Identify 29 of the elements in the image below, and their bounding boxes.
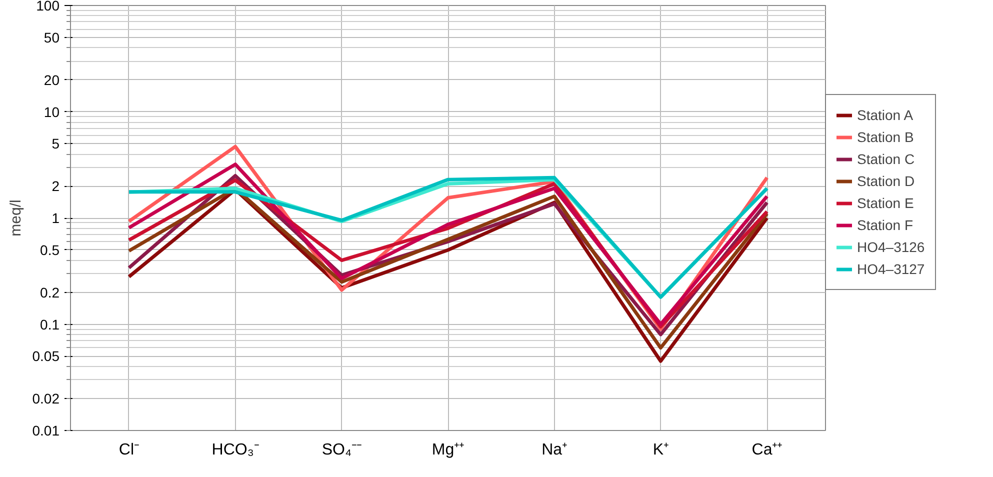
y-tick-label: 0.02 — [32, 390, 60, 407]
x-tick-label: HCO₃⁻ — [212, 442, 259, 458]
legend-label: HO4–3127 — [857, 261, 925, 277]
legend-label: Station D — [857, 173, 915, 189]
y-tick-label: 0.1 — [40, 316, 60, 332]
x-tick-label: Ca⁺⁺ — [752, 442, 782, 458]
legend-label: Station C — [857, 151, 915, 167]
y-tick-label: 10 — [44, 104, 60, 120]
y-tick-label: 50 — [44, 29, 60, 46]
y-tick-label: 0.2 — [40, 284, 60, 300]
y-tick-label: 2 — [52, 178, 60, 194]
y-tick-label: 0.05 — [32, 348, 60, 364]
x-tick-label: K⁺ — [652, 442, 669, 458]
y-axis-title: meq/l — [7, 200, 24, 236]
x-tick-label: Na⁺ — [542, 442, 568, 458]
legend-label: Station B — [857, 129, 914, 145]
y-tick-label: 0.01 — [32, 422, 60, 438]
y-tick-label: 1 — [52, 210, 60, 226]
y-tick-label: 100 — [36, 0, 60, 14]
y-tick-label: 5 — [52, 136, 60, 152]
y-tick-label: 20 — [44, 72, 60, 88]
legend-label: Station A — [857, 107, 914, 123]
x-tick-label: SO₄⁻⁻ — [322, 442, 362, 458]
y-tick-label: 0.5 — [40, 242, 60, 258]
legend-label: Station E — [857, 195, 914, 211]
legend-label: Station F — [857, 217, 914, 233]
x-tick-label: Cl⁻ — [118, 442, 140, 458]
legend-label: HO4–3126 — [857, 239, 925, 255]
x-tick-label: Mg⁺⁺ — [432, 442, 464, 458]
